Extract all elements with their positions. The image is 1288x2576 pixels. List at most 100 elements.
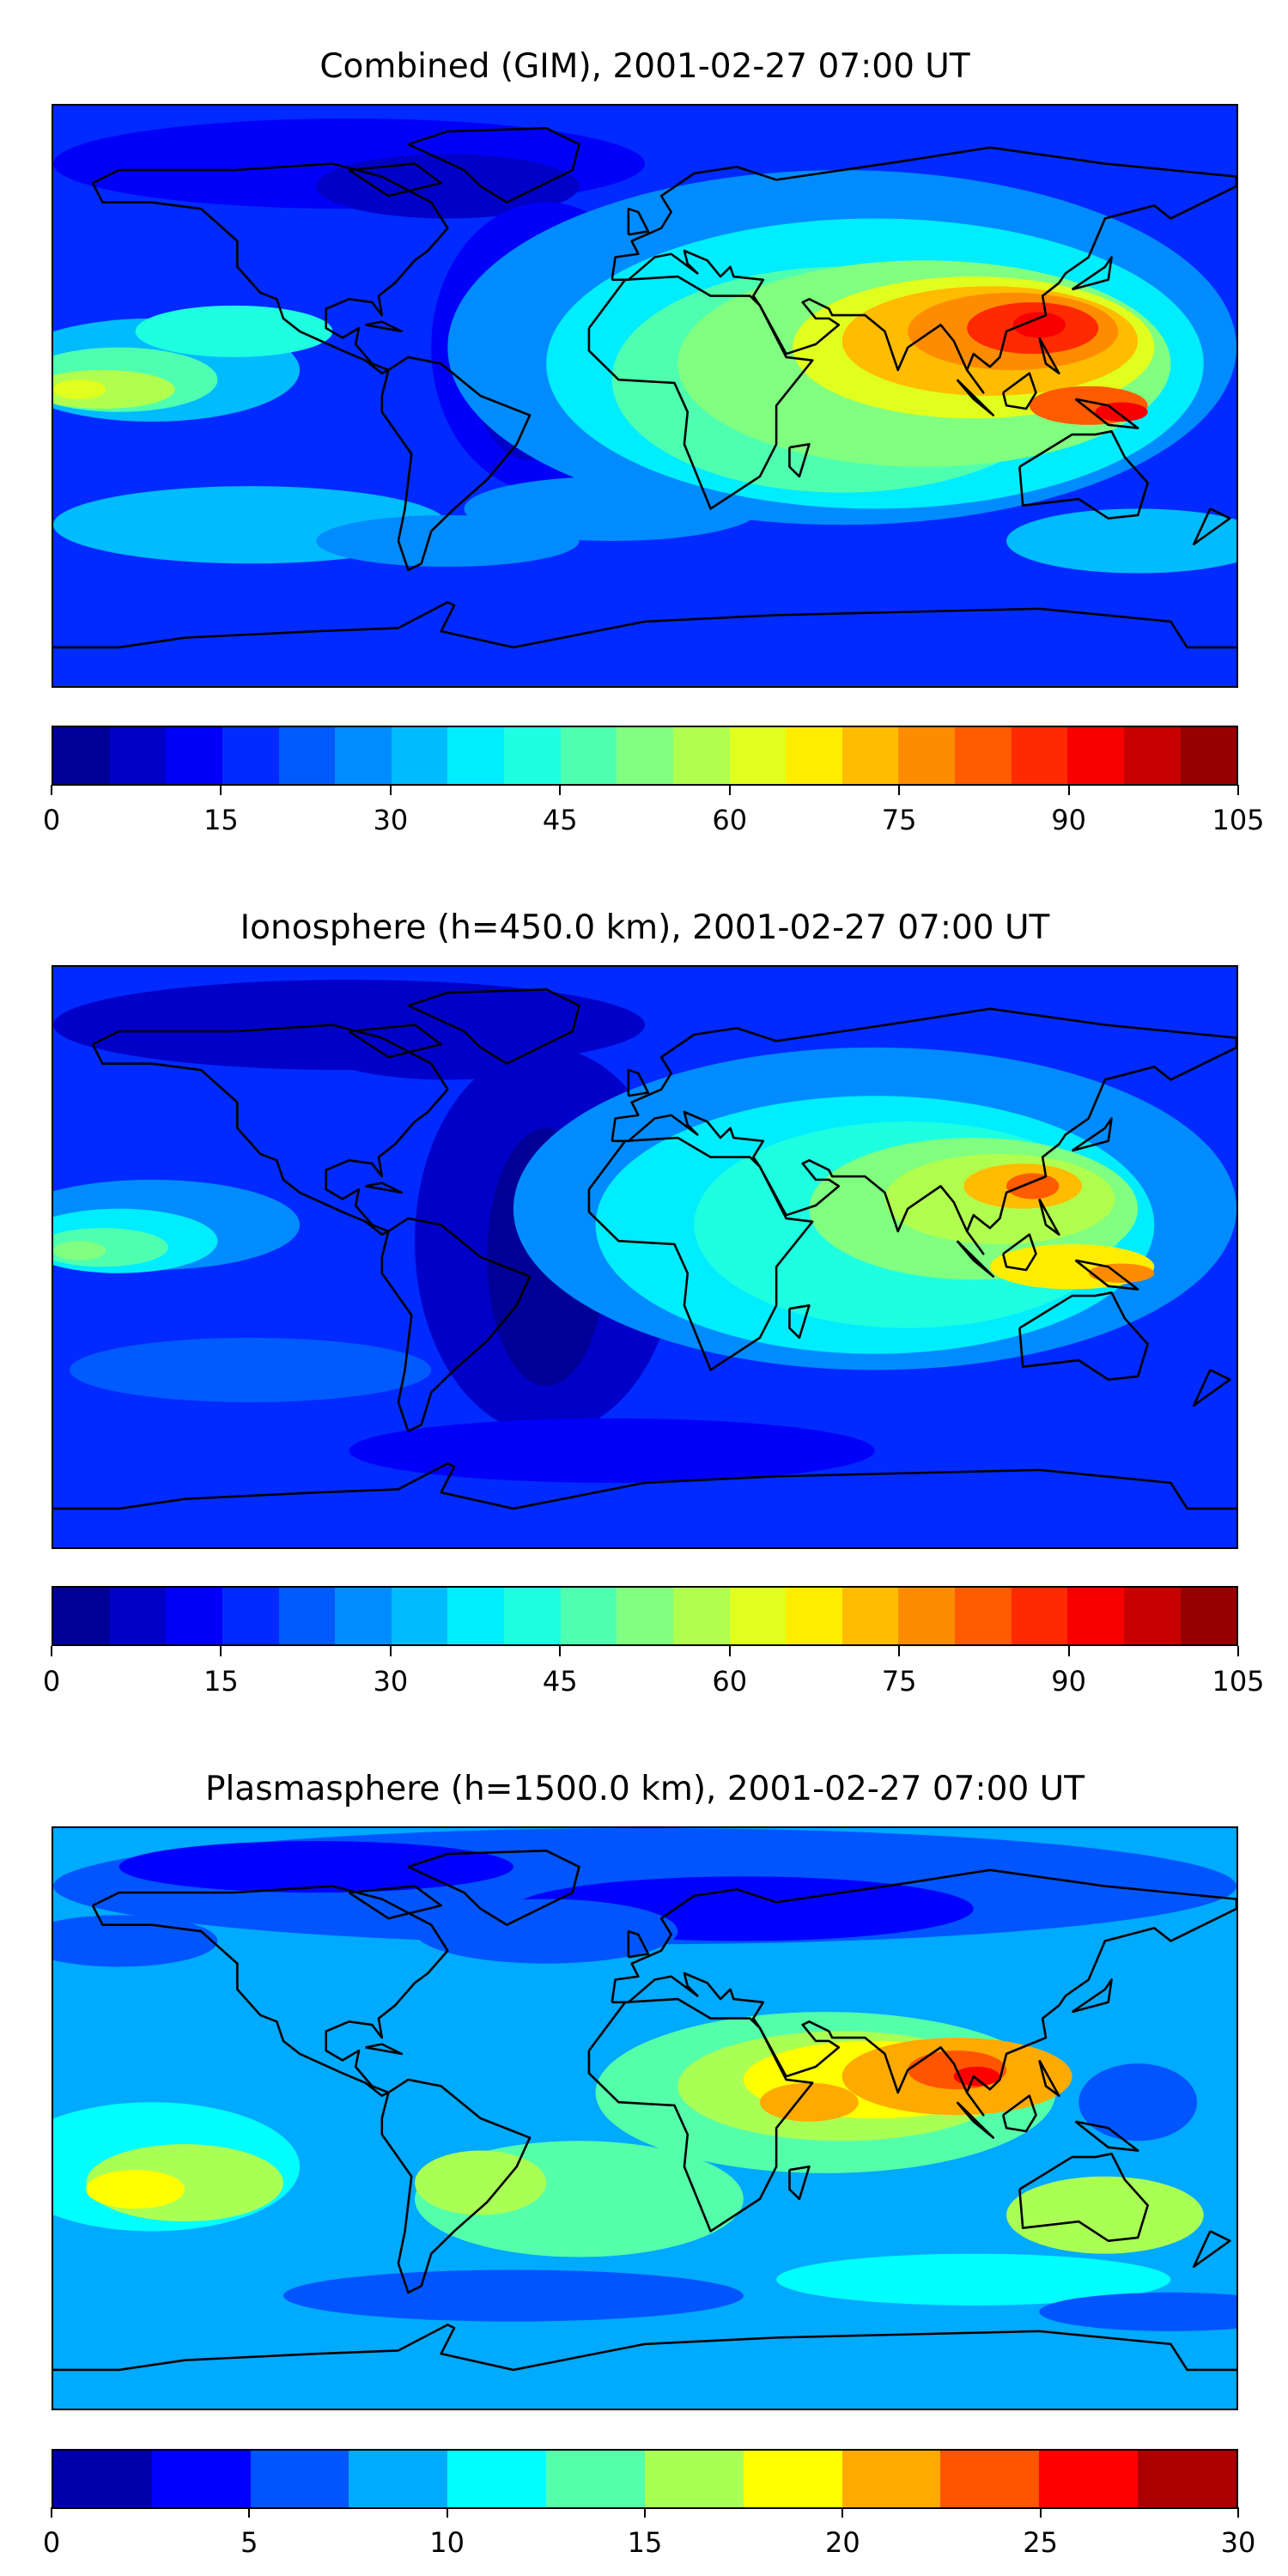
colorbar-ticks: 0 15 30 45 60 75 90 105 [43, 1646, 1265, 1698]
colorbar-tick [220, 785, 222, 795]
colorbar-bin [1067, 727, 1124, 784]
colorbar-bin [278, 1588, 336, 1644]
colorbar-tick-label: 90 [1051, 1665, 1086, 1698]
colorbar-tick [728, 785, 731, 795]
colorbar-bin [1180, 727, 1237, 784]
colorbar-tick-label: 20 [824, 2526, 860, 2559]
coastline [349, 1886, 441, 1919]
colorbar-tick [1039, 2507, 1042, 2518]
colorbar-bin [743, 2451, 842, 2507]
colorbar-bin [391, 727, 448, 784]
coastline [93, 1886, 447, 2096]
colorbar-bin [617, 1588, 673, 1644]
colorbar-tick [559, 1646, 562, 1656]
colorbar-bin [729, 1588, 787, 1644]
colorbar-tick-label: 105 [1212, 1665, 1265, 1698]
colorbar-bin [898, 1588, 955, 1644]
colorbar-tick-label: 25 [1023, 2526, 1059, 2559]
colorbar-tick-label: 30 [1220, 2526, 1256, 2559]
coastline [382, 1218, 530, 1431]
coastline [408, 1850, 579, 1924]
colorbar-tick-label: 60 [712, 1665, 748, 1698]
colorbar-bin [349, 2451, 448, 2507]
coastline [612, 1009, 1236, 1254]
contour-region [1006, 2176, 1204, 2254]
coastline [1019, 1292, 1147, 1379]
coastline [1039, 337, 1059, 373]
colorbar-tick [51, 1646, 52, 1656]
coastline [1003, 1235, 1036, 1270]
colorbar-bin [1067, 1588, 1124, 1644]
colorbar-bin [222, 1588, 279, 1644]
colorbar-bin [546, 2451, 645, 2507]
colorbar-tick-label: 45 [542, 1665, 578, 1698]
coastline [1019, 431, 1147, 518]
coastline [629, 1931, 648, 1957]
coastline [957, 2102, 993, 2137]
contour-region [53, 1241, 106, 1261]
colorbar-bin [940, 2451, 1040, 2507]
colorbar-tick [728, 1646, 731, 1656]
colorbar-bin [53, 2451, 152, 2507]
contour-region [1108, 2082, 1168, 2122]
colorbar-bin [1123, 727, 1181, 784]
colorbar-bin [786, 727, 842, 784]
coastline [1194, 1370, 1230, 1405]
colorbar-bin [109, 1588, 167, 1644]
coastline [629, 209, 648, 234]
coastline [366, 2044, 402, 2054]
coastline [629, 1070, 648, 1096]
colorbar-tick [898, 785, 901, 795]
colorbar-bin [151, 2451, 251, 2507]
colorbar-bin [1138, 2451, 1236, 2507]
colorbar-tick [248, 2507, 251, 2518]
colorbar-bin [1123, 1588, 1181, 1644]
map-svg [53, 106, 1236, 686]
colorbar-bin [109, 727, 167, 784]
colorbar-bin [617, 727, 673, 784]
colorbar [52, 1586, 1238, 1646]
coastline [1194, 2231, 1230, 2266]
colorbar-tick [1237, 1646, 1239, 1656]
coastline [53, 602, 1236, 647]
colorbar-bin [1180, 1588, 1237, 1644]
colorbar-tick [644, 2507, 646, 2518]
coastline [957, 380, 993, 415]
coastline [93, 164, 447, 374]
map-svg [53, 1828, 1236, 2409]
colorbar-tick-label: 0 [42, 2526, 61, 2559]
colorbar-bin [391, 1588, 448, 1644]
colorbar-bin [560, 1588, 617, 1644]
coastline [1003, 374, 1036, 409]
coastline [1072, 258, 1112, 290]
colorbar-tick-label: 15 [627, 2526, 663, 2559]
coastline [1039, 1199, 1059, 1234]
colorbar-bin [1011, 727, 1068, 784]
coastline [612, 1870, 1236, 2115]
coastline [589, 1999, 812, 2231]
colorbar-tick [1237, 2507, 1239, 2518]
coastline [612, 148, 1236, 392]
colorbar-bin [1011, 1588, 1068, 1644]
contour-region [283, 2269, 744, 2322]
contour-region [53, 369, 175, 410]
coastline [1039, 2060, 1059, 2095]
colorbar-bin [1039, 2451, 1139, 2507]
colorbar-bin [841, 727, 899, 784]
colorbar-tick-label: 30 [373, 1665, 409, 1698]
colorbar-bin [644, 2451, 744, 2507]
colorbar-tick [389, 785, 392, 795]
colorbar-bin [447, 727, 504, 784]
coastline [1194, 508, 1230, 544]
chart-title: Plasmasphere (h=1500.0 km), 2001-02-27 0… [204, 1770, 1085, 1808]
coastline [382, 2080, 530, 2293]
colorbar-bin [672, 727, 730, 784]
colorbar-tick [559, 785, 562, 795]
colorbar-bin [53, 1588, 110, 1644]
coastline [957, 1241, 993, 1276]
coastline [366, 1183, 402, 1193]
contour-region [53, 380, 106, 399]
colorbar-bin [250, 2451, 349, 2507]
colorbar-bin [166, 1588, 222, 1644]
colorbar-tick-label: 0 [42, 804, 61, 836]
